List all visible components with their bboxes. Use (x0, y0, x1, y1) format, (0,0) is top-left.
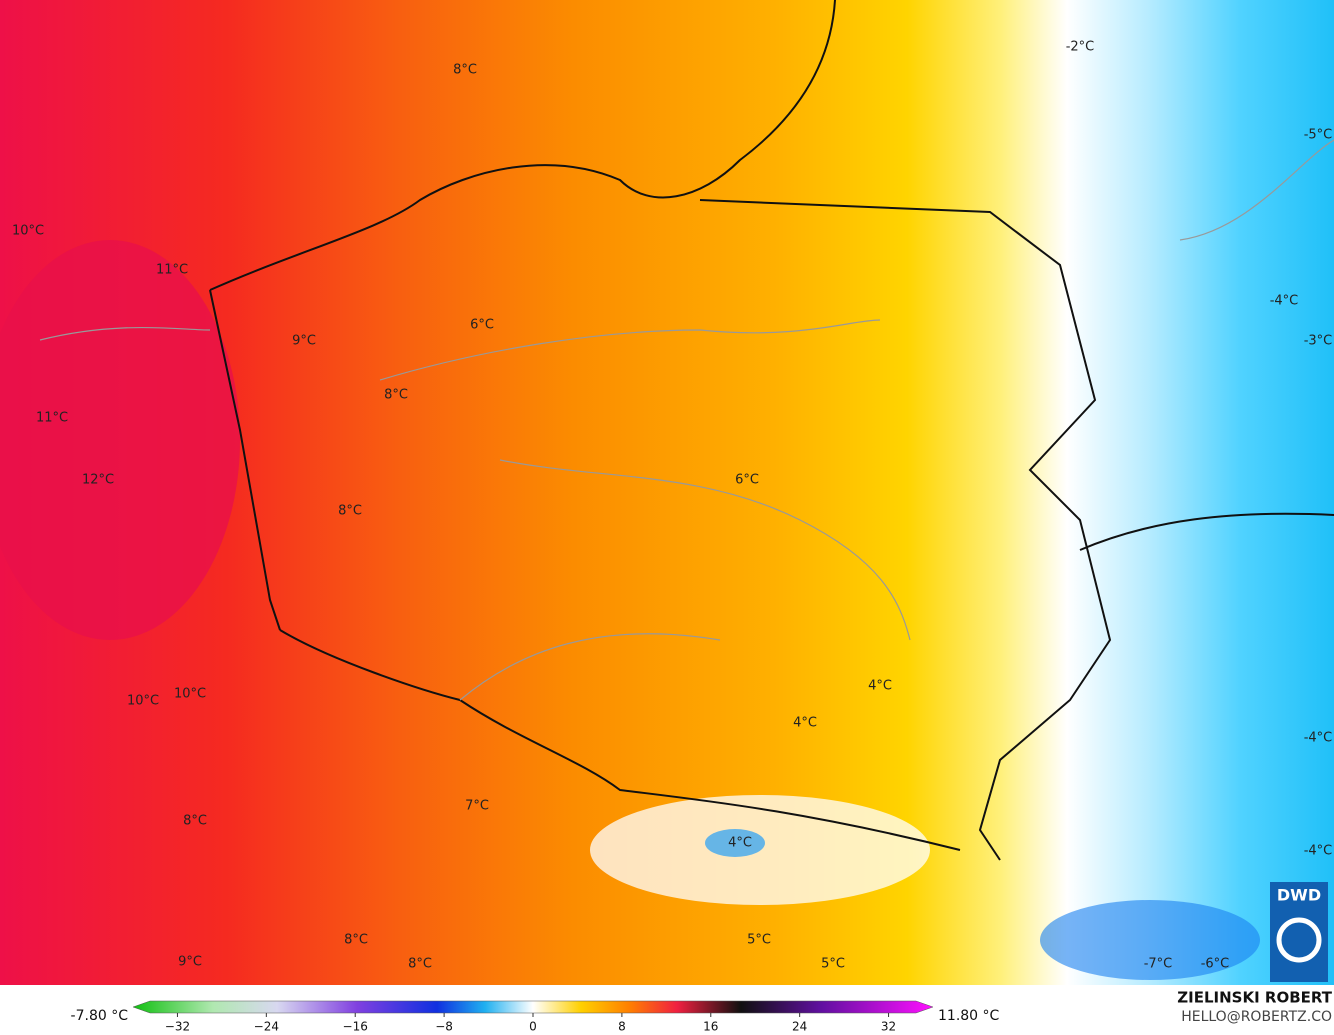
temperature-label: 10°C (174, 687, 206, 702)
temperature-label: 8°C (183, 814, 207, 829)
cold-spot (705, 829, 765, 857)
temperature-label: 5°C (821, 957, 845, 972)
temperature-label: 4°C (793, 716, 817, 731)
borders (209, 0, 1334, 861)
temperature-label: -2°C (1066, 40, 1095, 55)
tick-label: −8 (435, 1020, 453, 1034)
temperature-label: 7°C (465, 799, 489, 814)
temperature-labels: -2°C 8°C -5°C 10°C 11°C -4°C 6°C 9°C -3°C 8°C 11°C… (12, 40, 1332, 972)
temperature-label: -3°C (1304, 334, 1333, 349)
temperature-label: 6°C (735, 473, 759, 488)
temperature-label: 8°C (338, 504, 362, 519)
temperature-label: 4°C (728, 836, 752, 851)
tick-label: −32 (165, 1020, 190, 1034)
temperature-label: 9°C (292, 334, 316, 349)
temperature-label: 8°C (408, 957, 432, 972)
cold-area (1040, 900, 1260, 980)
colorbar-min: -7.80 °C (71, 1008, 129, 1024)
temperature-label: -4°C (1304, 844, 1333, 859)
temperature-label: 8°C (453, 63, 477, 78)
temperature-label: 8°C (384, 388, 408, 403)
colorbar-ticks: −32 −24 −16 −8 0 8 16 24 32 (165, 1013, 896, 1034)
temperature-label: 10°C (127, 694, 159, 709)
temperature-label: 5°C (747, 933, 771, 948)
temperature-label: -5°C (1304, 128, 1333, 143)
tick-label: 16 (703, 1020, 718, 1034)
tick-label: −24 (254, 1020, 279, 1034)
regional-borders (39, 139, 1334, 701)
temperature-label: -4°C (1304, 731, 1333, 746)
temperature-label: 4°C (868, 679, 892, 694)
temperature-label: 6°C (470, 318, 494, 333)
temperature-label: -6°C (1201, 957, 1230, 972)
temperature-label: 11°C (156, 263, 188, 278)
temperature-label: 8°C (344, 933, 368, 948)
logo-swirl (1276, 917, 1322, 963)
tick-label: −16 (343, 1020, 368, 1034)
tick-label: 24 (792, 1020, 807, 1034)
tick-label: 8 (618, 1020, 626, 1034)
temperature-label: -7°C (1144, 957, 1173, 972)
warm-area (0, 240, 240, 640)
temperature-label: 12°C (82, 473, 114, 488)
temperature-label: 9°C (178, 955, 202, 970)
colorbar (132, 1000, 934, 1014)
temperature-label: 11°C (36, 411, 68, 426)
temperature-label: 10°C (12, 224, 44, 239)
author: ZIELINSKI ROBERT (1177, 989, 1332, 1007)
temperature-label: -4°C (1270, 294, 1299, 309)
email: HELLO@ROBERTZ.CO (1181, 1009, 1332, 1025)
tick-label: 0 (529, 1020, 537, 1034)
tick-label: 32 (881, 1020, 896, 1034)
logo-text: DWD (1277, 886, 1321, 905)
colorbar-max: 11.80 °C (938, 1008, 1000, 1024)
